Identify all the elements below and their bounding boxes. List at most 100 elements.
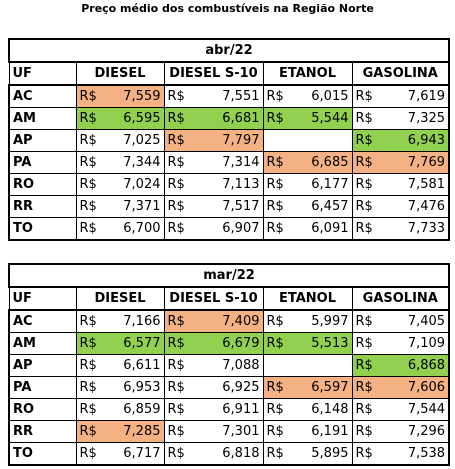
price: 6,868 <box>407 358 446 373</box>
price-cell: R$ 7,113 <box>163 173 264 196</box>
price: 7,024 <box>123 177 161 192</box>
price-cell: R$ 6,911 <box>163 398 264 421</box>
price: 7,088 <box>222 358 260 373</box>
currency: R$ <box>266 89 284 104</box>
price-cell: R$ 6,679 <box>163 332 264 355</box>
price: 7,797 <box>222 133 260 148</box>
data-row: TO R$ 6,700 R$ 6,907 R$ 6,091 R$ 7,733 <box>8 217 451 241</box>
column-header: GASOLINA <box>351 61 451 86</box>
currency: R$ <box>355 446 373 461</box>
price-cell: R$ 6,597 <box>262 376 353 399</box>
price: 6,191 <box>311 424 349 439</box>
data-row: RR R$ 7,285 R$ 7,301 R$ 6,191 R$ 7,296 <box>8 420 451 443</box>
data-row: RO R$ 7,024 R$ 7,113 R$ 6,177 R$ 7,581 <box>8 173 451 196</box>
price: 6,700 <box>123 221 161 236</box>
price: 6,717 <box>123 446 161 461</box>
data-table: abr/22 UF DIESEL DIESEL S-10 ETANOL GASOLINA A… <box>7 38 451 241</box>
column-header: UF <box>8 286 77 311</box>
column-header: DIESEL S-10 <box>163 61 264 86</box>
price-cell: R$ 6,177 <box>262 173 353 196</box>
price: 7,538 <box>407 446 446 461</box>
price: 7,517 <box>222 199 260 214</box>
currency: R$ <box>167 314 185 329</box>
price-cell: R$ 7,409 <box>163 309 264 333</box>
price-cell: R$ 6,685 <box>262 151 353 174</box>
price: 7,606 <box>407 380 446 395</box>
data-row: RO R$ 6,859 R$ 6,911 R$ 6,148 R$ 7,544 <box>8 398 451 421</box>
currency: R$ <box>355 155 373 170</box>
price-cell: R$ 6,953 <box>75 376 165 399</box>
currency: R$ <box>167 424 185 439</box>
currency: R$ <box>355 133 373 148</box>
period: abr/22 <box>7 38 451 63</box>
uf: PA <box>8 151 77 174</box>
price-cell: R$ 7,544 <box>351 398 451 421</box>
data-row: AC R$ 7,559 R$ 7,551 R$ 6,015 R$ 7,619 <box>8 84 451 108</box>
price-cell: R$ 7,325 <box>351 107 451 130</box>
price-cell: R$ 7,296 <box>351 420 451 443</box>
data-row: AM R$ 6,595 R$ 6,681 R$ 5,544 R$ 7,325 <box>8 107 451 130</box>
uf: RO <box>8 173 77 196</box>
price: 5,895 <box>311 446 349 461</box>
header-row: UF DIESEL DIESEL S-10 ETANOL GASOLINA <box>8 286 451 311</box>
price-cell: R$ 7,166 <box>75 309 165 333</box>
currency: R$ <box>355 111 373 126</box>
price: 6,907 <box>222 221 260 236</box>
period-row: abr/22 <box>7 38 451 63</box>
uf: AC <box>8 84 77 108</box>
currency: R$ <box>167 199 185 214</box>
currency: R$ <box>266 111 284 126</box>
period-row: mar/22 <box>7 263 451 288</box>
price-cell: R$ 5,895 <box>262 442 353 466</box>
column-header: ETANOL <box>262 61 353 86</box>
price-cell: R$ 6,015 <box>262 84 353 108</box>
currency: R$ <box>167 89 185 104</box>
price: 6,911 <box>222 402 260 417</box>
currency: R$ <box>79 177 97 192</box>
price-cell: R$ 5,997 <box>262 309 353 333</box>
price-cell: R$ 7,797 <box>163 129 264 152</box>
data-row: AP R$ 6,611 R$ 7,088 R$ 6,868 <box>8 354 451 377</box>
price: 6,015 <box>311 89 349 104</box>
price: 7,301 <box>222 424 260 439</box>
price: 6,577 <box>123 336 161 351</box>
price: 7,769 <box>407 155 446 170</box>
price-cell: R$ 7,476 <box>351 195 451 218</box>
price: 5,997 <box>311 314 349 329</box>
currency: R$ <box>79 221 97 236</box>
currency: R$ <box>266 380 284 395</box>
uf: AP <box>8 354 77 377</box>
price-cell <box>262 129 353 152</box>
currency: R$ <box>167 221 185 236</box>
uf: TO <box>8 442 77 466</box>
currency: R$ <box>266 336 284 351</box>
currency: R$ <box>167 336 185 351</box>
period: mar/22 <box>7 263 451 288</box>
price-cell: R$ 6,859 <box>75 398 165 421</box>
price: 7,314 <box>222 155 260 170</box>
price: 7,405 <box>407 314 446 329</box>
currency: R$ <box>167 402 185 417</box>
price: 7,733 <box>407 221 446 236</box>
price-cell: R$ 7,024 <box>75 173 165 196</box>
currency: R$ <box>266 199 284 214</box>
price: 7,619 <box>407 89 446 104</box>
price-cell: R$ 7,285 <box>75 420 165 443</box>
data-row: AC R$ 7,166 R$ 7,409 R$ 5,997 R$ 7,405 <box>8 309 451 333</box>
currency: R$ <box>355 402 373 417</box>
currency: R$ <box>79 358 97 373</box>
uf: AM <box>8 332 77 355</box>
price-cell: R$ 6,681 <box>163 107 264 130</box>
currency: R$ <box>355 358 373 373</box>
currency: R$ <box>167 358 185 373</box>
currency: R$ <box>167 111 185 126</box>
price: 6,597 <box>311 380 349 395</box>
price-cell: R$ 6,595 <box>75 107 165 130</box>
price-cell: R$ 7,606 <box>351 376 451 399</box>
currency: R$ <box>355 380 373 395</box>
price-cell: R$ 6,191 <box>262 420 353 443</box>
price: 6,457 <box>311 199 349 214</box>
price-cell: R$ 7,314 <box>163 151 264 174</box>
price-cell: R$ 7,769 <box>351 151 451 174</box>
